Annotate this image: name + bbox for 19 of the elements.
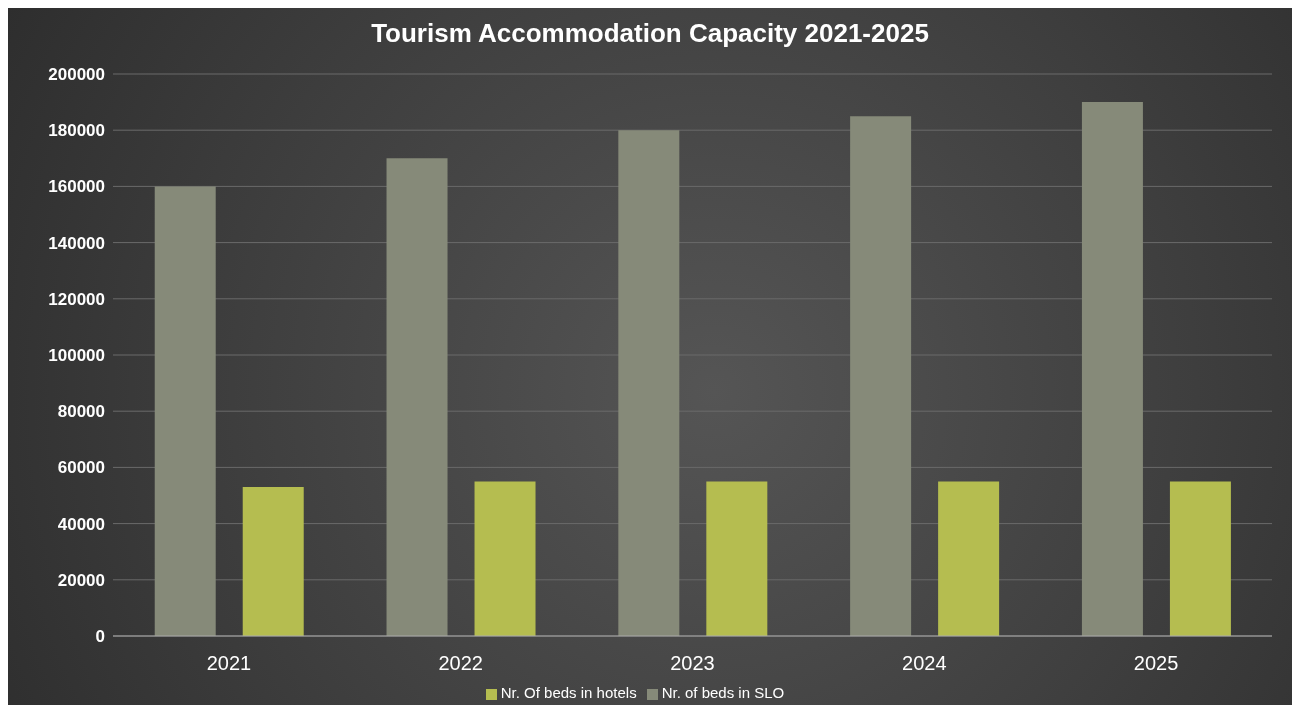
chart-title: Tourism Accommodation Capacity 2021-2025 [370, 17, 930, 50]
y-tick-label: 100000 [48, 346, 105, 366]
x-tick-label: 2024 [902, 652, 947, 675]
y-tick-label: 40000 [57, 514, 105, 534]
y-tick-label: 200000 [48, 65, 105, 85]
legend-label: Nr. Of beds in hotels [500, 684, 637, 701]
y-tick-label: 60000 [57, 458, 105, 478]
y-tick-label: 120000 [48, 289, 105, 309]
y-tick-label: 0 [95, 627, 105, 647]
x-tick-label: 2023 [670, 652, 715, 675]
y-tick-label: 20000 [57, 570, 105, 590]
legend-label: Nr. of beds in SLO [661, 684, 785, 701]
y-tick-label: 140000 [48, 233, 105, 253]
x-tick-label: 2021 [206, 652, 252, 675]
x-tick-label: 2022 [438, 652, 483, 675]
y-tick-label: 160000 [48, 177, 105, 197]
x-tick-label: 2025 [1133, 652, 1179, 675]
y-tick-label: 180000 [48, 121, 105, 141]
y-tick-label: 80000 [57, 402, 105, 422]
